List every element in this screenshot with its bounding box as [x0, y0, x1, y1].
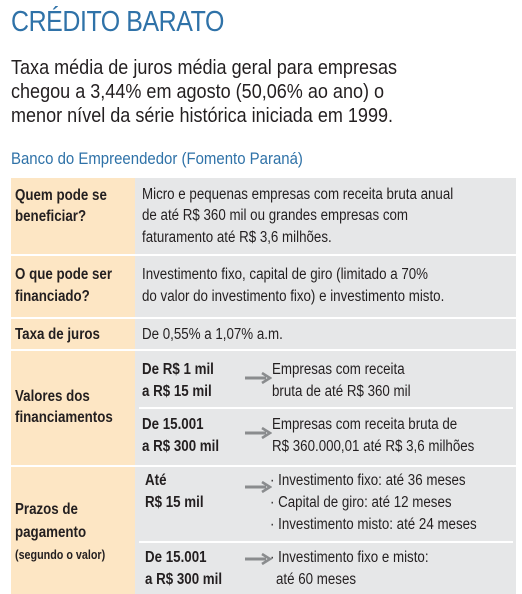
range-detail: · Investimento misto: até 24 meses — [270, 516, 477, 533]
range-detail: R$ 360.000,01 até R$ 3,6 milhões — [272, 438, 475, 455]
table-row-o-que-pode: O que pode ser financiado? Investimento … — [11, 254, 516, 317]
subtitle-line: menor nível da série histórica iniciada … — [11, 104, 394, 127]
row-text-line: Micro e pequenas empresas com receita br… — [142, 186, 454, 203]
table-row-valores: Valores dos financiamentos De R$ 1 mil a… — [11, 349, 516, 465]
row-text-line: do valor do investimento fixo) e investi… — [142, 288, 445, 305]
row-text-line: de até R$ 360 mil ou grandes empresas co… — [142, 207, 409, 224]
subtitle-line: Taxa média de juros média geral para emp… — [11, 56, 398, 79]
row-label: Prazos de pagamento (segundo o valor) — [11, 467, 135, 594]
row-label: O que pode ser financiado? — [11, 256, 135, 317]
arrow-right-icon — [244, 372, 272, 384]
table-row-taxa: Taxa de juros De 0,55% a 1,07% a.m. — [11, 317, 516, 349]
range-label: a R$ 300 mil — [145, 571, 223, 588]
range-detail: bruta de até R$ 360 mil — [272, 383, 411, 400]
row-label-line: Quem pode se — [15, 187, 107, 204]
subtitle: Taxa média de juros média geral para emp… — [11, 56, 504, 128]
section-title: Banco do Empreendedor (Fomento Paraná) — [11, 149, 303, 168]
range-detail: · Investimento fixo e misto: — [270, 549, 429, 566]
range-label: Até — [145, 472, 167, 489]
row-label: Valores dos financiamentos — [11, 351, 135, 465]
subtitle-line: chegou a 3,44% em agosto (50,06% ao ano)… — [11, 80, 385, 103]
row-label-line: Taxa de juros — [15, 326, 100, 343]
range-detail: até 60 meses — [276, 571, 357, 588]
range-detail: · Capital de giro: até 12 meses — [270, 494, 452, 511]
arrow-right-icon — [244, 427, 272, 439]
row-label: Taxa de juros — [11, 319, 135, 349]
row-label-line: beneficiar? — [15, 208, 87, 225]
row-sublabel: (segundo o valor) — [15, 548, 106, 562]
range-label: De 15.001 — [145, 549, 207, 566]
row-label-line: financiado? — [15, 288, 90, 305]
table-row-prazos: Prazos de pagamento (segundo o valor) At… — [11, 465, 516, 594]
row-text-line: faturamento até R$ 3,6 milhões. — [142, 229, 332, 246]
range-label: a R$ 300 mil — [142, 438, 220, 455]
arrow-right-icon — [244, 481, 272, 493]
row-label: Quem pode se beneficiar? — [11, 178, 135, 254]
row-label-line: O que pode ser — [15, 266, 113, 283]
range-detail: Empresas com receita — [272, 361, 405, 378]
page-title: CRÉDITO BARATO — [11, 6, 224, 38]
row-label-line: pagamento — [15, 524, 87, 541]
range-detail: Empresas com receita bruta de — [272, 416, 458, 433]
row-label-line: financiamentos — [15, 409, 113, 426]
divider — [139, 407, 513, 409]
range-detail: · Investimento fixo: até 36 meses — [270, 472, 466, 489]
row-text-line: Investimento fixo, capital de giro (limi… — [142, 266, 429, 283]
row-label-line: Prazos de — [15, 501, 78, 518]
range-label: R$ 15 mil — [145, 494, 204, 511]
range-label: a R$ 15 mil — [142, 383, 212, 400]
arrow-right-icon — [244, 553, 272, 565]
divider — [139, 541, 513, 543]
row-text-line: De 0,55% a 1,07% a.m. — [142, 326, 283, 343]
row-label-line: Valores dos — [15, 388, 90, 405]
table-row-quem-pode: Quem pode se beneficiar? Micro e pequena… — [11, 178, 516, 254]
range-label: De 15.001 — [142, 416, 204, 433]
range-label: De R$ 1 mil — [142, 361, 214, 378]
